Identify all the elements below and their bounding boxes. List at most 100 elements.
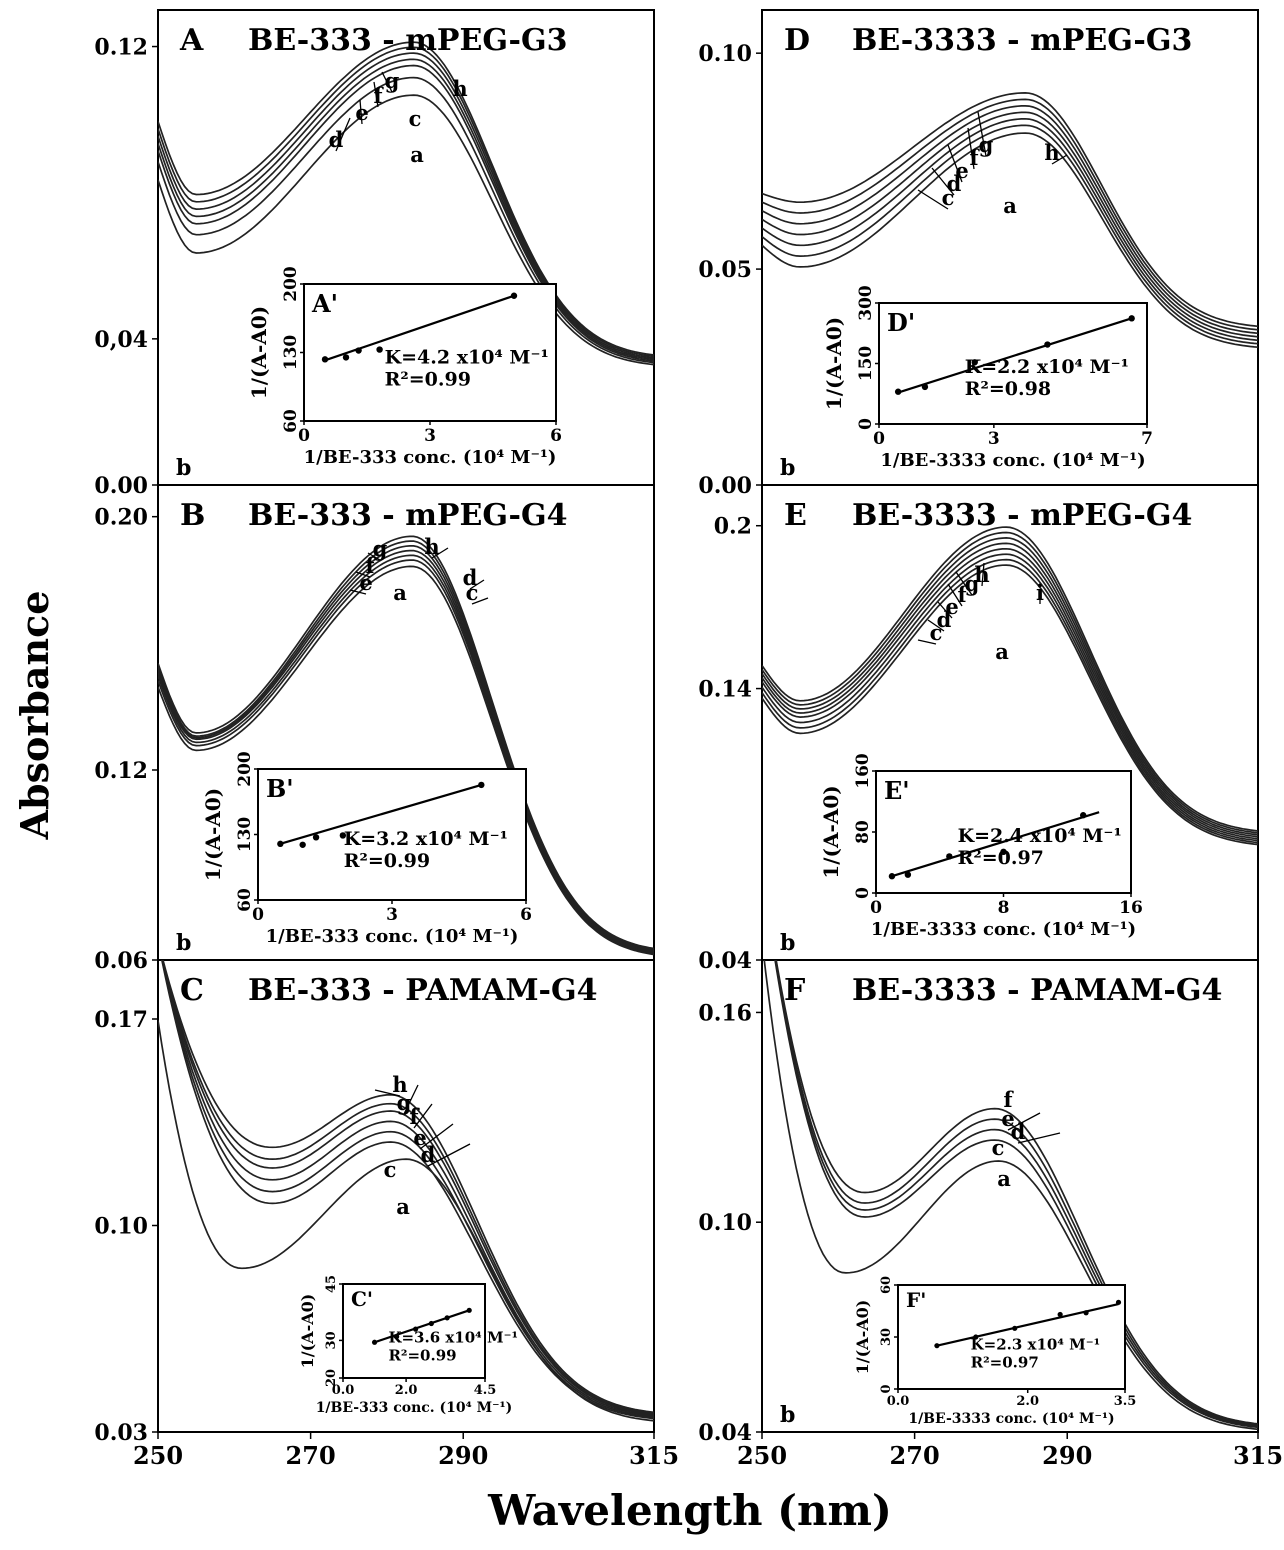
- ytick-label: 0.12: [94, 35, 148, 61]
- inset-xtick-label: 6: [520, 905, 532, 925]
- inset-ytick-label: 60: [879, 1276, 894, 1294]
- spectrum-h: [762, 92, 1258, 328]
- curve-leader-g: [403, 1084, 419, 1115]
- curve-leader-g: [367, 552, 381, 561]
- panel-letter: B: [180, 498, 205, 533]
- curve-leader-d: [927, 619, 945, 632]
- inset-ytick-label: 160: [853, 753, 873, 789]
- panel-letter: D: [784, 23, 810, 58]
- xtick-label: 290: [438, 1441, 488, 1470]
- curve-label-f: f: [373, 83, 384, 108]
- curve-label-f: f: [1003, 1087, 1014, 1112]
- ytick-label: 0,04: [94, 327, 148, 353]
- xtick-label: 315: [629, 1441, 679, 1470]
- buffer-label: b: [176, 930, 191, 956]
- inset-ytick-label: 45: [324, 1275, 339, 1293]
- curves: [158, 535, 654, 956]
- curve-label-g: g: [385, 68, 400, 93]
- spectrum-e: [762, 547, 1258, 840]
- inset-ylabel: 1/(A-A0): [822, 317, 846, 410]
- ytick-label: 0.04: [698, 948, 752, 974]
- spectrum-h: [158, 535, 654, 950]
- curve-leader-c: [471, 597, 489, 605]
- inset-xtick-label: 6: [550, 426, 562, 446]
- curve-leader-e: [1007, 1112, 1041, 1131]
- curve-label-a: a: [410, 142, 424, 167]
- curve-label-h: h: [974, 562, 989, 587]
- ytick-label: 0.10: [94, 1214, 148, 1240]
- inset-ytick-label: 130: [281, 335, 301, 371]
- curve-leader-f: [373, 81, 379, 108]
- curve-label-h: h: [424, 534, 439, 559]
- inset-r2-text: R²=0.99: [388, 1346, 456, 1364]
- xtick-label: 315: [1233, 1441, 1283, 1470]
- curve-label-a: a: [396, 1194, 410, 1219]
- inset-ylabel: 1/(A-A0): [247, 306, 271, 399]
- curve-leader-h: [981, 562, 985, 587]
- spectrum-e: [774, 960, 1258, 1426]
- spectrum-c: [762, 124, 1258, 345]
- inset-point: [355, 347, 362, 354]
- inset-point: [312, 834, 320, 841]
- inset-label: D': [887, 308, 915, 337]
- spectrum-c: [160, 960, 654, 1420]
- inset-ytick-label: 150: [856, 346, 876, 382]
- inset-r2-text: R²=0.99: [344, 850, 430, 872]
- inset-point: [894, 388, 902, 395]
- inset-frame: [897, 1284, 1126, 1390]
- buffer-label: b: [780, 1402, 795, 1428]
- inset-r2-text: R²=0.99: [385, 368, 471, 390]
- inset-point: [1083, 1310, 1089, 1316]
- spectrum-c: [158, 76, 654, 364]
- inset-point: [444, 1315, 450, 1321]
- inset-ytick-label: 60: [281, 409, 301, 433]
- inset-ytick-label: 300: [856, 285, 876, 321]
- spectrum-e: [161, 960, 654, 1417]
- panel-frame: [157, 959, 655, 1433]
- curve-label-e: e: [945, 594, 958, 619]
- inset-ylabel: 1/(A-A0): [853, 1300, 872, 1375]
- ytick-label: 0.00: [698, 473, 752, 499]
- spectrum-d: [158, 64, 654, 362]
- inset-ytick-label: 200: [281, 266, 301, 302]
- xtick-label: 250: [737, 1441, 787, 1470]
- curves: [158, 41, 654, 366]
- figure-ylabel: Absorbance: [12, 591, 57, 841]
- curve-leader-g: [381, 71, 393, 93]
- curve-leader-e: [937, 601, 953, 619]
- inset-point: [1044, 341, 1051, 348]
- ytick-label: 0.10: [698, 1210, 752, 1236]
- inset-xlabel: 1/BE-333 conc. (10⁴ M⁻¹): [266, 926, 519, 947]
- curve-leader-h: [374, 1089, 401, 1097]
- curve-leader-e: [419, 1123, 454, 1150]
- xtick-label: 270: [890, 1441, 940, 1470]
- inset-ylabel: 1/(A-A0): [298, 1294, 317, 1369]
- inset-point: [946, 853, 953, 860]
- panel-title: BE-3333 - mPEG-G3: [852, 23, 1192, 58]
- inset-label: F': [906, 1288, 926, 1312]
- spectrum-g: [158, 46, 654, 358]
- spectrum-c: [158, 559, 654, 955]
- spectrum-e: [762, 111, 1258, 338]
- inset-label: C': [351, 1287, 373, 1311]
- inset-B: 0 3 6 60 130 200 B' K=3.2 x10⁴ M⁻¹R²=0.99 1/BE-3…: [201, 751, 532, 947]
- inset-xlabel: 1/BE-3333 conc. (10⁴ M⁻¹): [880, 450, 1145, 471]
- inset-xtick-label: 3: [386, 905, 398, 925]
- inset-k-text: K=2.2 x10⁴ M⁻¹: [965, 356, 1129, 378]
- curve-label-e: e: [413, 1125, 426, 1150]
- spectrum-c: [762, 558, 1258, 844]
- inset-point: [1079, 812, 1087, 819]
- spectrum-a: [762, 564, 1258, 846]
- curve-label-d: d: [1011, 1119, 1026, 1144]
- curve-leader-g: [955, 571, 973, 596]
- spectrum-g: [762, 537, 1258, 836]
- inset-fit-line: [897, 317, 1133, 394]
- curve-label-c: c: [409, 106, 422, 131]
- panel-title: BE-3333 - PAMAM-G4: [852, 973, 1222, 1008]
- inset-label: A': [311, 289, 338, 318]
- curve-label-h: h: [1044, 140, 1059, 165]
